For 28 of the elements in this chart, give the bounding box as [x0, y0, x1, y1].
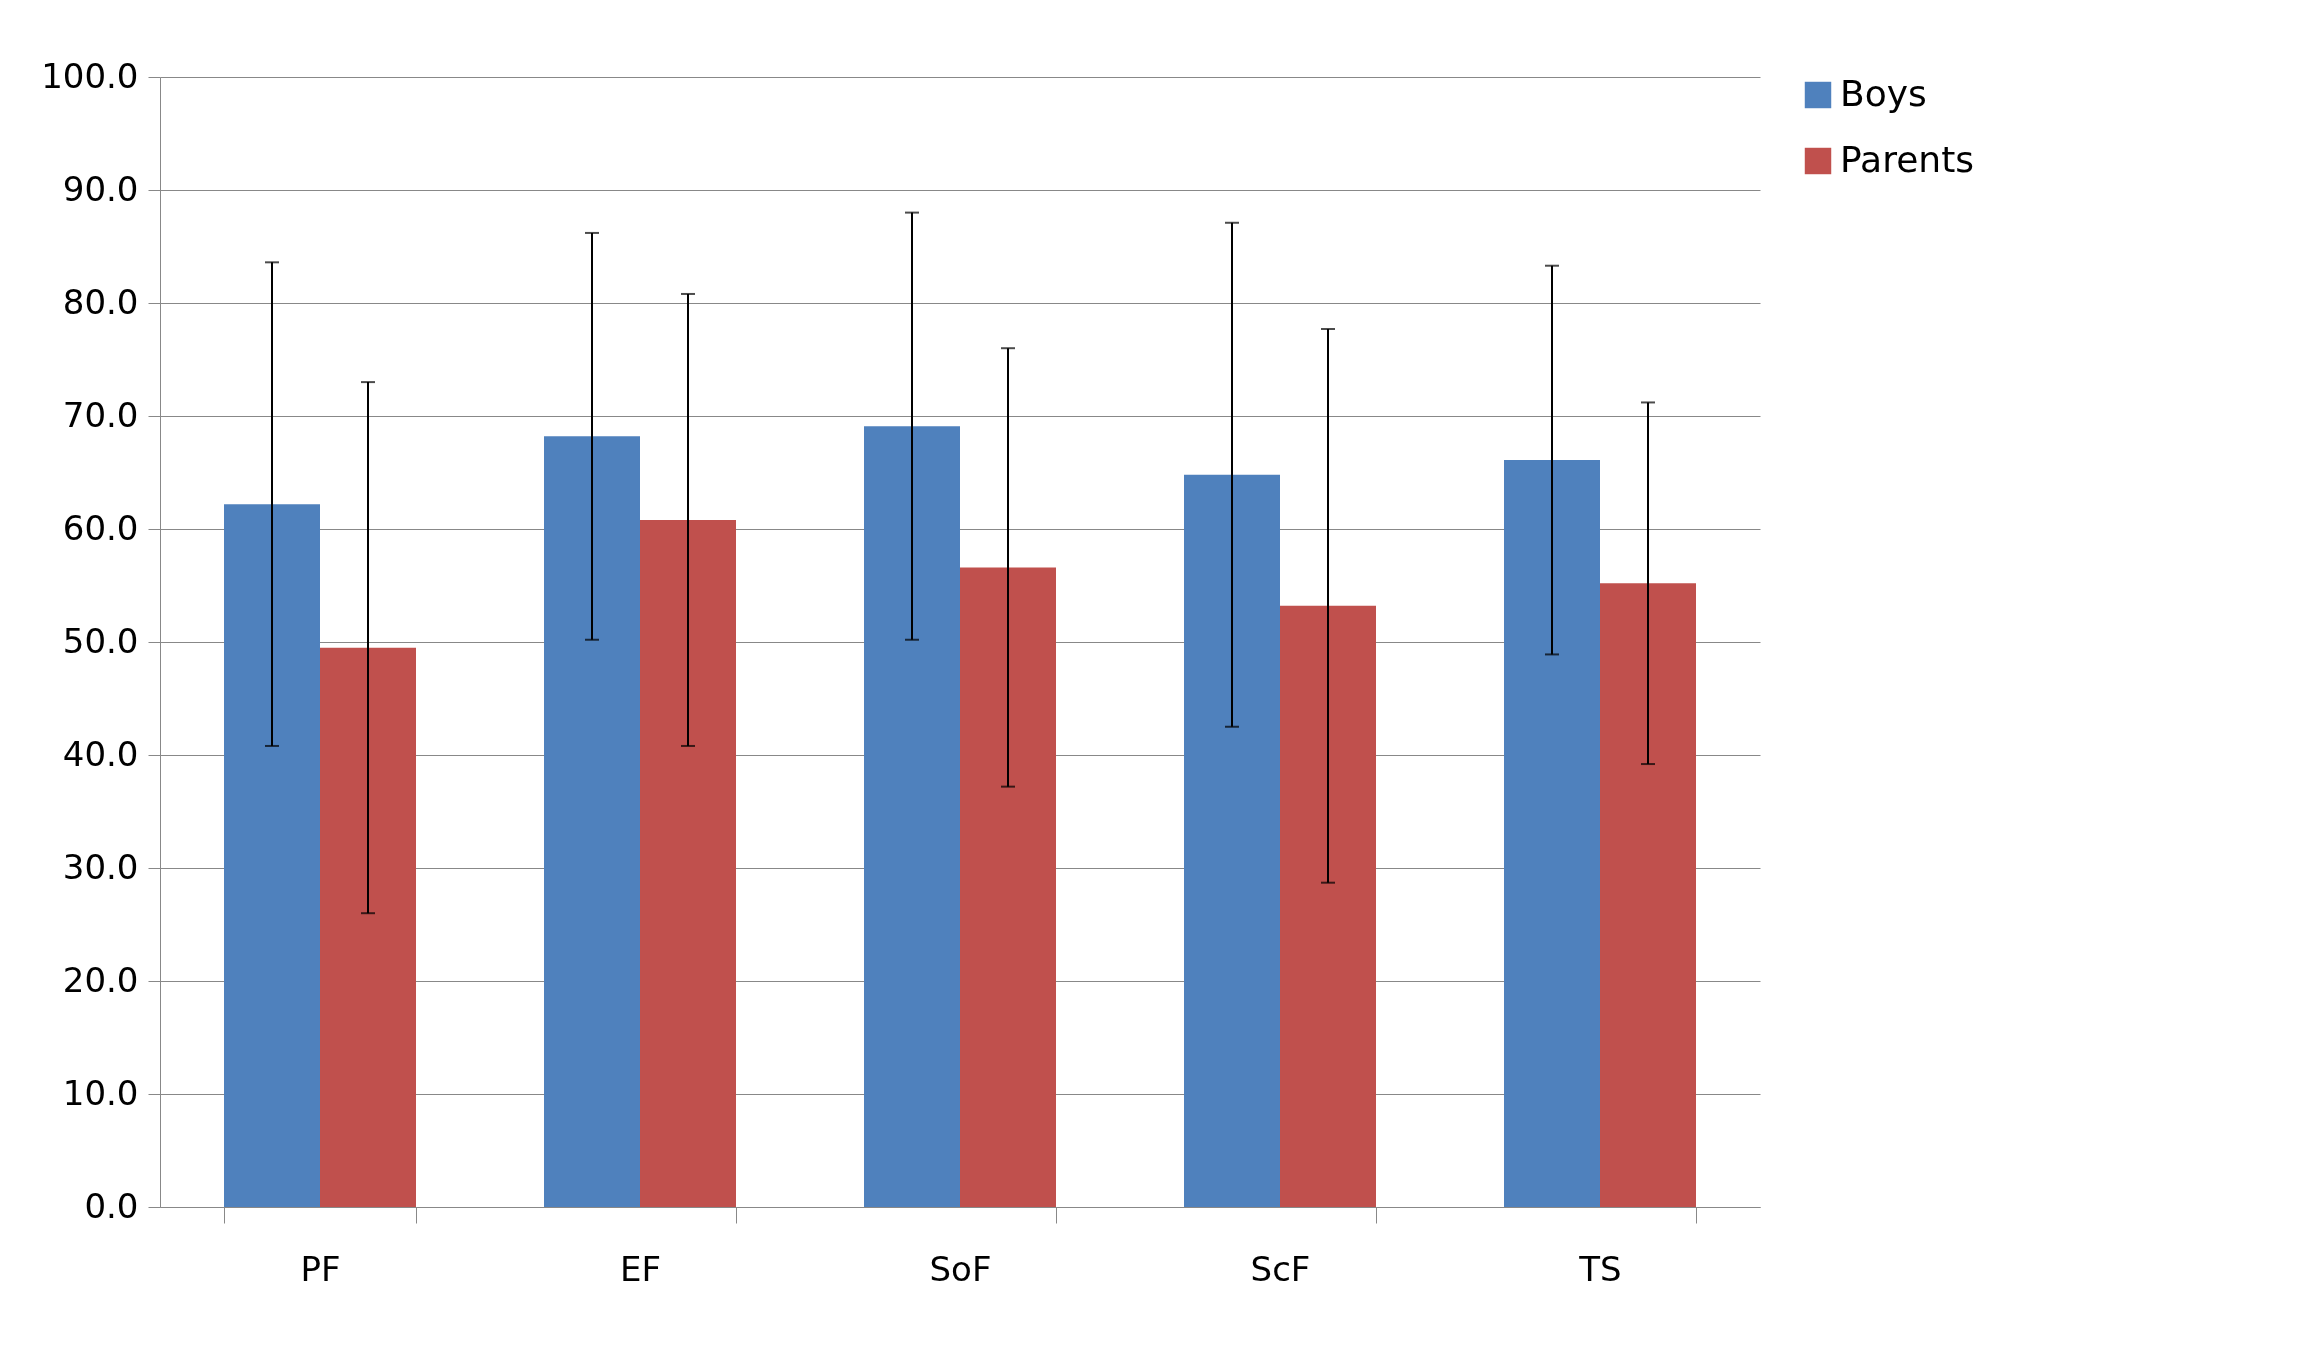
legend-label: Boys	[1840, 73, 1927, 114]
y-tick-label: 0.0	[84, 1185, 139, 1226]
bar	[960, 567, 1056, 1207]
y-tick-label: 40.0	[62, 733, 139, 774]
x-tick-label: PF	[300, 1248, 341, 1289]
bar	[544, 436, 640, 1207]
x-tick-label: ScF	[1250, 1248, 1311, 1289]
y-tick-label: 30.0	[62, 846, 139, 887]
legend-label: Parents	[1840, 139, 1974, 180]
bar	[1600, 583, 1696, 1207]
y-tick-label: 50.0	[62, 620, 139, 661]
y-tick-label: 70.0	[62, 394, 139, 435]
y-tick-label: 80.0	[62, 281, 139, 322]
x-tick-label: SoF	[929, 1248, 992, 1289]
y-tick-label: 20.0	[62, 959, 139, 1000]
bar	[1184, 474, 1280, 1207]
bar	[1280, 605, 1376, 1207]
bar	[864, 426, 960, 1207]
bar	[1504, 460, 1600, 1207]
bar	[640, 519, 736, 1207]
x-tick-label: TS	[1578, 1248, 1622, 1289]
x-tick-label: EF	[619, 1248, 662, 1289]
bar	[320, 647, 416, 1207]
y-tick-label: 100.0	[41, 55, 139, 96]
y-tick-label: 10.0	[62, 1072, 139, 1113]
y-tick-label: 60.0	[62, 507, 139, 548]
y-tick-label: 90.0	[62, 168, 139, 209]
bar	[224, 504, 320, 1207]
